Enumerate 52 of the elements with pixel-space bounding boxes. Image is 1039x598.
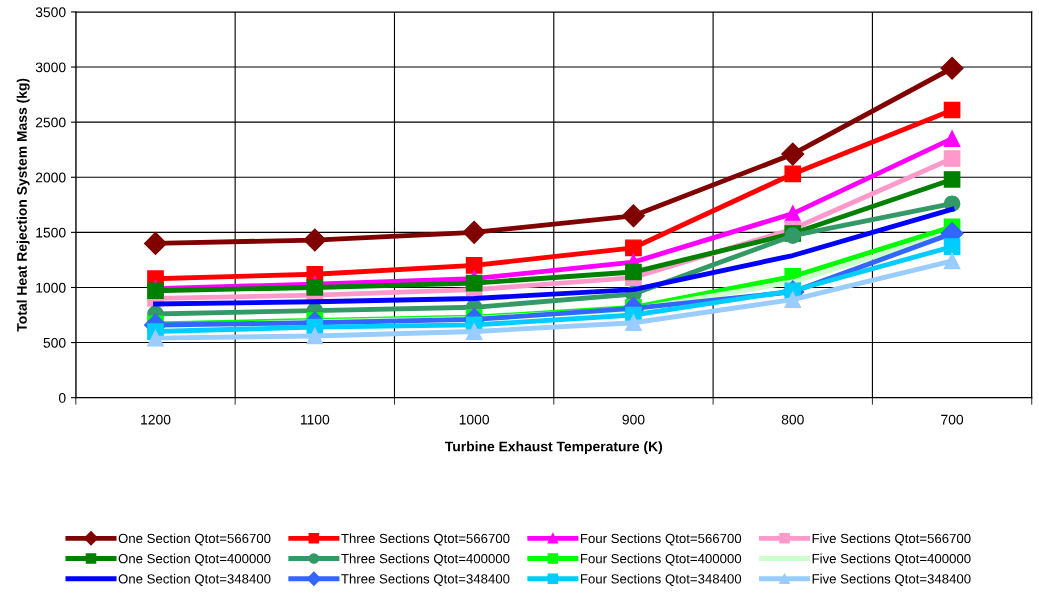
legend-label: Five Sections Qtot=400000 — [812, 553, 971, 566]
y-tick-label: 2500 — [35, 117, 66, 128]
y-tick-label: 3500 — [35, 7, 66, 18]
y-tick-label: 2000 — [35, 172, 66, 183]
point — [621, 204, 645, 228]
legend-label: Three Sections Qtot=348400 — [341, 573, 510, 586]
y-tick-label: 500 — [43, 337, 66, 348]
x-tick-label: 1200 — [141, 414, 171, 425]
point — [625, 239, 642, 257]
y-axis-title: Total Heat Rejection System Mass (kg) — [16, 78, 30, 332]
point — [465, 257, 483, 274]
point — [943, 252, 961, 270]
point — [144, 231, 168, 255]
point — [940, 56, 964, 80]
point — [306, 279, 324, 296]
point — [784, 205, 802, 222]
legend-label: Four Sections Qtot=400000 — [580, 553, 742, 566]
legend-label: Four Sections Qtot=348400 — [580, 573, 742, 586]
legend-label: Three Sections Qtot=400000 — [341, 553, 510, 566]
point — [625, 263, 642, 281]
point — [943, 130, 961, 148]
legend-label: One Section Qtot=348400 — [118, 573, 271, 586]
y-tick-label: 1500 — [36, 227, 66, 238]
x-tick-label: 1100 — [300, 414, 330, 425]
point — [465, 323, 483, 340]
point — [943, 238, 961, 256]
point — [465, 274, 483, 292]
legend-label: Four Sections Qtot=566700 — [580, 533, 742, 546]
y-tick-label: 0 — [58, 393, 66, 403]
x-tick-label: 1000 — [459, 414, 490, 425]
point — [625, 314, 642, 332]
point — [147, 329, 164, 347]
point — [943, 171, 961, 188]
y-tick-label: 1000 — [36, 282, 66, 293]
point — [306, 327, 324, 345]
point — [781, 142, 805, 166]
legend-label: One Section Qtot=566700 — [118, 533, 271, 546]
legend-label: Five Sections Qtot=348400 — [812, 573, 971, 586]
point — [784, 291, 802, 308]
point — [462, 220, 486, 244]
legend-label: One Section Qtot=400000 — [118, 553, 271, 566]
point — [943, 101, 961, 119]
x-tick-label: 900 — [622, 414, 645, 425]
point — [943, 150, 961, 167]
point — [303, 228, 327, 252]
x-tick-label: 800 — [781, 414, 804, 425]
legend-label: Five Sections Qtot=566700 — [812, 533, 971, 546]
x-tick-label: 700 — [941, 414, 964, 425]
y-tick-label: 3000 — [35, 62, 66, 73]
point — [784, 165, 802, 183]
legend-label: Three Sections Qtot=566700 — [341, 533, 510, 546]
x-axis-title: Turbine Exhaust Temperature (K) — [445, 441, 663, 455]
